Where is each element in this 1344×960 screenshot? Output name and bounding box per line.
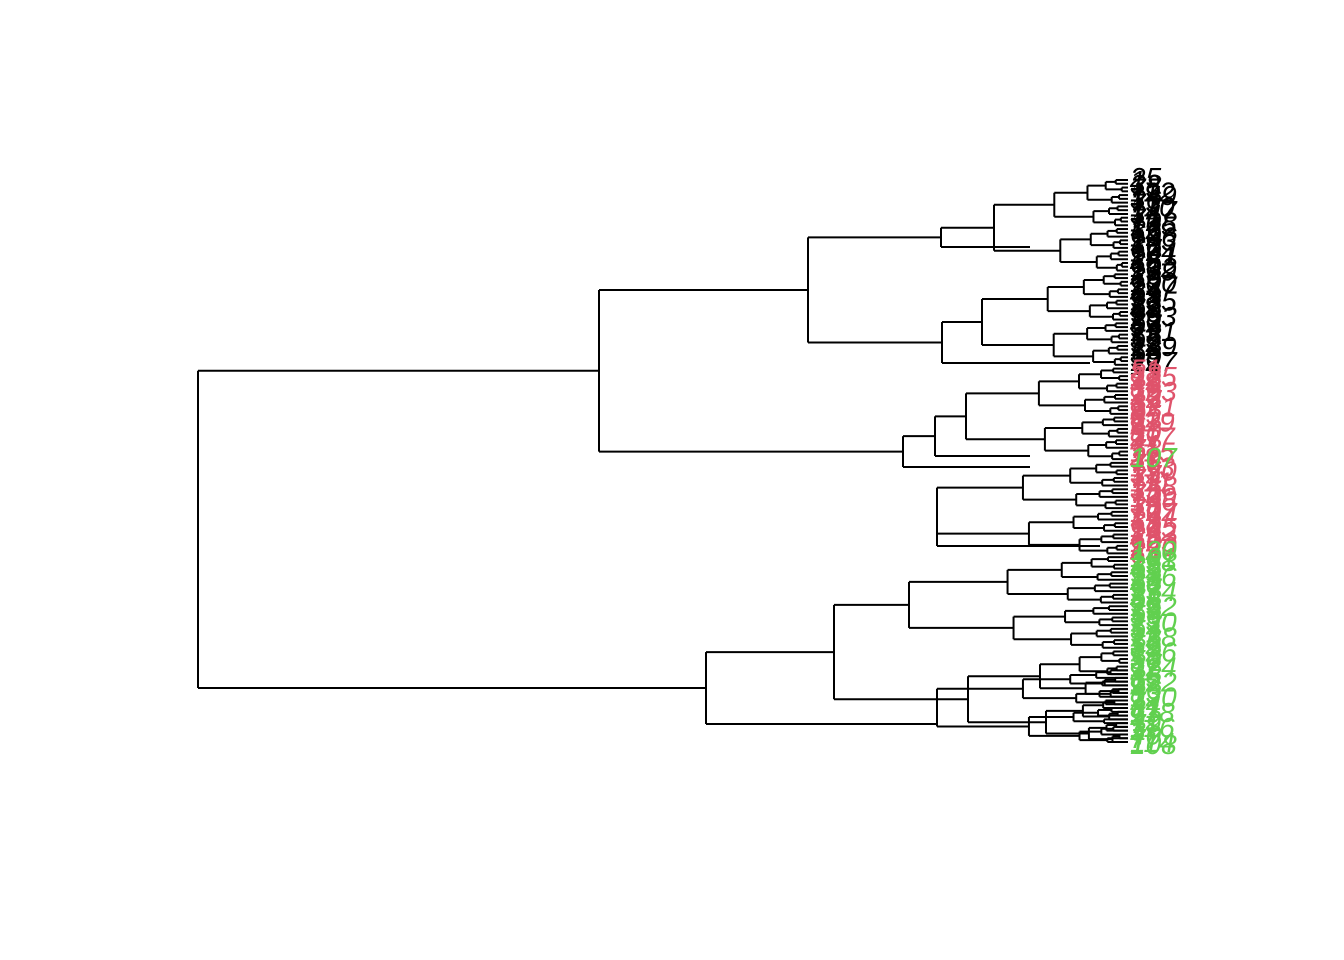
leaf-label-0: 0 [1130,399,1146,430]
leaf-labels: 1387511214936731101473471108145326910614… [1129,162,1178,760]
leaf-label-25: 25 [1129,162,1162,193]
leaf-label-120: 120 [1130,535,1177,566]
leaf-label-107: 107 [1130,442,1178,473]
leaf-label-108: 108 [1130,729,1177,760]
dendrogram-branches [198,180,1128,742]
